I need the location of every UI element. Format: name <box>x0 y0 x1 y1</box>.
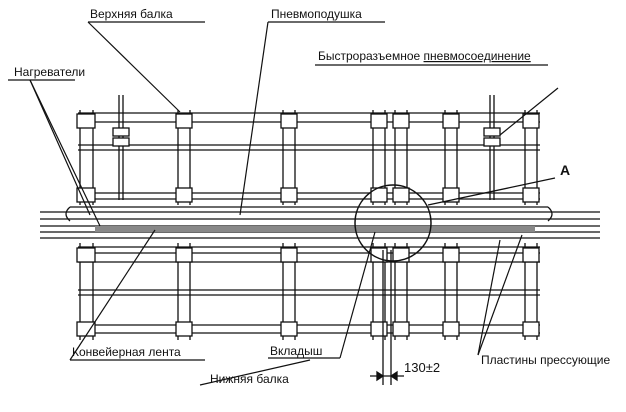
frame-lines <box>78 110 540 340</box>
dimension-value: 130 <box>404 360 426 375</box>
insert-label: Вкладыш <box>270 344 322 358</box>
detail-marker: А <box>560 162 570 178</box>
heater-strip <box>95 226 535 232</box>
dimension-label: 130±2 <box>404 360 440 375</box>
bolt-squares <box>76 113 540 337</box>
quick-connect-prefix: Быстроразъемное <box>318 49 424 63</box>
lower-beam-label: Нижняя балка <box>210 372 289 386</box>
detail-circle-a <box>354 184 432 262</box>
conveyor-belt-label: Конвейерная лента <box>72 345 181 359</box>
dimension-tolerance: ±2 <box>426 360 440 375</box>
detail-leader <box>427 177 556 206</box>
leader-lines <box>8 21 559 386</box>
upper-beam-label: Верхняя балка <box>90 7 173 21</box>
heaters-label: Нагреватели <box>14 65 85 79</box>
air-cushion-label: Пневмоподушка <box>271 7 362 21</box>
quick-connect-word: пневмосоединение <box>424 49 532 63</box>
press-plates-label: Пластины прессующие <box>481 353 611 367</box>
dimension-line <box>370 250 404 385</box>
air-connector-right <box>483 95 501 200</box>
air-connector-left <box>112 95 130 200</box>
press-band <box>40 206 600 239</box>
quick-connect-label: Быстроразъемное пневмосоединение <box>318 49 531 63</box>
